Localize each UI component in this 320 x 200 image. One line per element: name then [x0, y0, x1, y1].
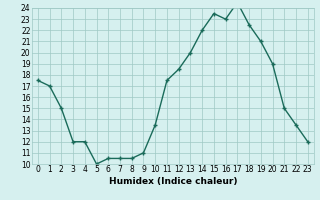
X-axis label: Humidex (Indice chaleur): Humidex (Indice chaleur) — [108, 177, 237, 186]
